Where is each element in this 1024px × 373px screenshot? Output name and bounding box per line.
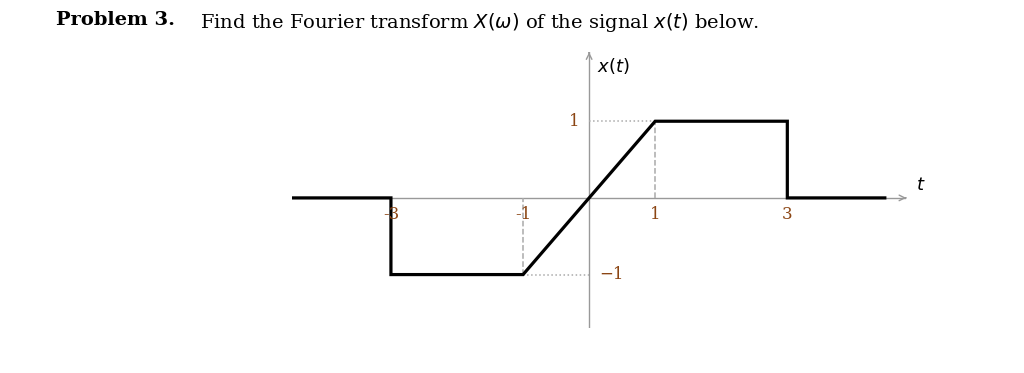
Text: -1: -1 [515,206,531,223]
Text: Find the Fourier transform $X(\omega)$ of the signal $x(t)$ below.: Find the Fourier transform $X(\omega)$ o… [200,11,759,34]
Text: 3: 3 [782,206,793,223]
Text: 1: 1 [568,113,580,130]
Text: Problem 3.: Problem 3. [56,11,175,29]
Text: 1: 1 [650,206,660,223]
Text: -3: -3 [383,206,399,223]
Text: $x(t)$: $x(t)$ [597,56,630,76]
Text: $t$: $t$ [916,176,926,194]
Text: −1: −1 [599,266,624,283]
